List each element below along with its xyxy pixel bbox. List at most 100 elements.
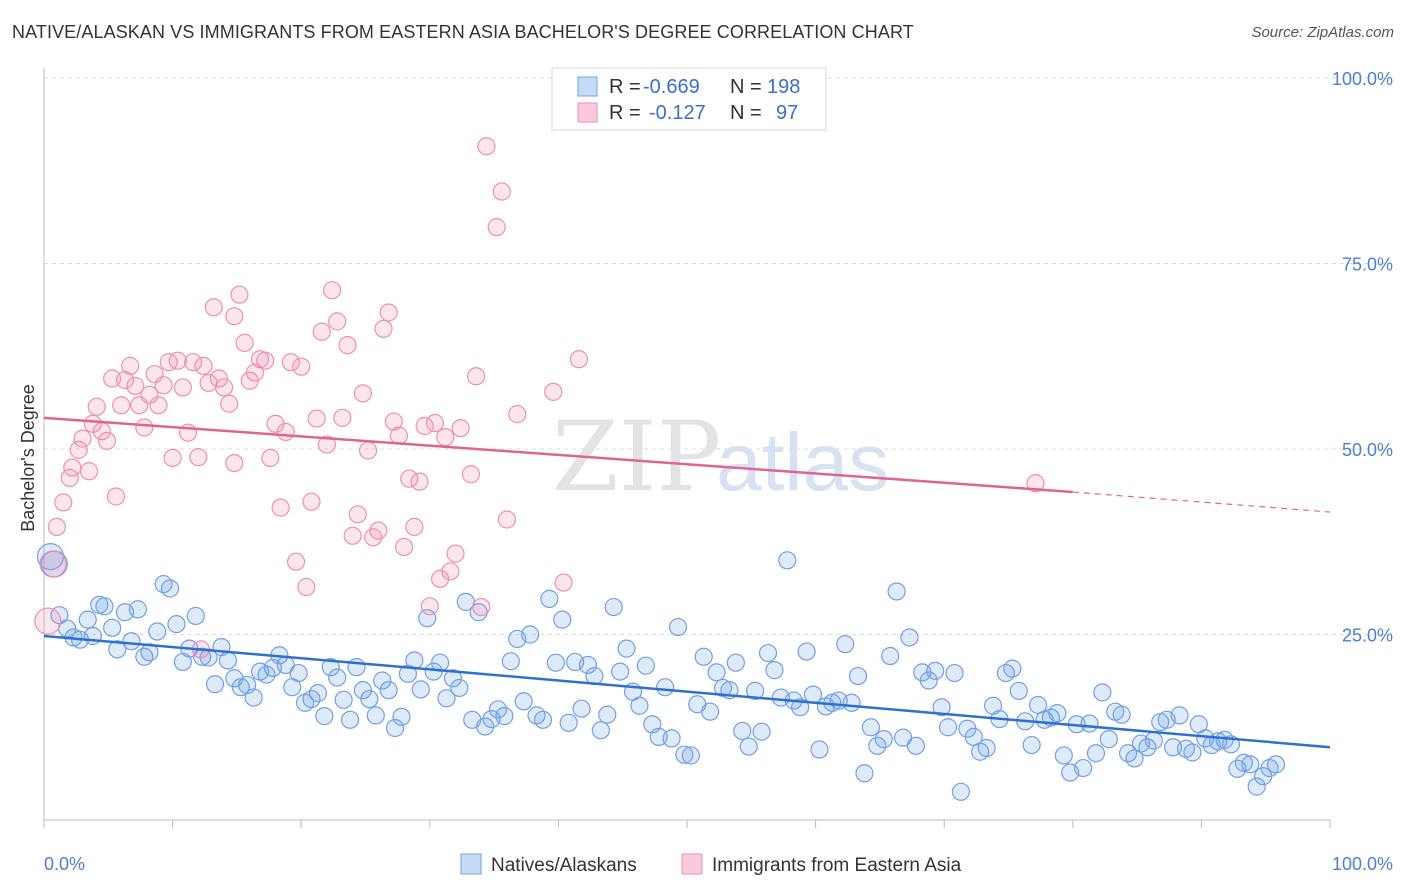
data-point-immigrants (400, 469, 419, 488)
data-point-immigrants (209, 369, 228, 388)
legend-n-label-1: N = (730, 76, 762, 98)
data-point-natives (630, 696, 649, 715)
data-point-immigrants (333, 408, 352, 427)
legend-r-value-1: -0.669 (643, 76, 700, 98)
x-tick-label-max: 100.0% (1332, 854, 1393, 874)
data-point-natives (1009, 681, 1028, 700)
data-point-natives (604, 597, 623, 617)
x-tick-label-min: 0.0% (44, 854, 85, 874)
bottom-legend-swatch-natives (460, 853, 482, 875)
data-point-natives (681, 746, 700, 765)
data-point-immigrants (214, 378, 234, 397)
data-point-natives (611, 662, 630, 681)
data-point-natives (919, 671, 938, 690)
chart-title: NATIVE/ALASKAN VS IMMIGRANTS FROM EASTER… (12, 22, 914, 42)
data-point-natives (521, 625, 540, 644)
data-point-immigrants (281, 353, 301, 372)
data-point-immigrants (369, 521, 388, 540)
data-point-natives (366, 706, 385, 725)
data-point-natives (553, 610, 572, 629)
y-tick-label: 75.0% (1342, 255, 1393, 275)
data-point-natives (1183, 743, 1202, 762)
data-point-natives (488, 700, 508, 719)
data-point-immigrants (492, 182, 511, 201)
data-point-natives (752, 722, 771, 741)
data-point-natives (559, 713, 578, 732)
data-point-natives (1170, 706, 1189, 725)
data-point-natives (1073, 758, 1093, 778)
data-point-natives (385, 718, 405, 738)
x-axis-ticks (43, 820, 1331, 828)
data-point-immigrants (225, 307, 244, 326)
data-point-immigrants (112, 396, 131, 415)
data-point-immigrants (271, 498, 290, 517)
data-point-immigrants (159, 353, 178, 372)
source-label: Source: ZipAtlas.com (1251, 24, 1394, 41)
data-point-natives (533, 710, 553, 729)
bottom-legend-label-natives: Natives/Alaskans (491, 855, 637, 876)
data-point-natives (1247, 777, 1266, 796)
data-point-immigrants (328, 312, 347, 331)
data-point-natives (450, 678, 469, 698)
data-point-immigrants (106, 487, 126, 506)
data-point-immigrants (302, 492, 321, 511)
data-point-natives (1144, 731, 1163, 750)
data-point-natives (1241, 755, 1260, 774)
data-point-natives (636, 656, 655, 675)
data-point-natives (469, 603, 488, 622)
data-point-immigrants (353, 384, 373, 403)
series-immigrants-points (34, 137, 1045, 659)
data-point-immigrants (79, 462, 99, 481)
data-point-natives (855, 764, 874, 783)
data-point-immigrants (430, 569, 450, 588)
data-point-natives (546, 653, 565, 672)
data-point-natives (656, 678, 675, 697)
data-point-natives (746, 681, 765, 700)
data-point-immigrants (126, 376, 145, 396)
data-point-natives (1138, 738, 1157, 757)
data-point-immigrants (466, 367, 486, 386)
bottom-legend: Natives/Alaskans Immigrants from Eastern… (460, 853, 962, 876)
data-point-natives (411, 680, 430, 699)
data-point-natives (707, 663, 726, 682)
data-point-natives (1003, 659, 1022, 678)
data-point-natives (218, 651, 237, 670)
data-point-natives (475, 717, 495, 736)
data-point-natives (668, 617, 688, 637)
gridlines (44, 77, 1393, 635)
data-point-immigrants (379, 303, 398, 322)
data-point-natives (373, 671, 392, 690)
data-point-natives (578, 655, 598, 675)
data-point-natives (591, 721, 610, 740)
data-point-natives (78, 610, 97, 629)
data-point-natives (1266, 755, 1286, 774)
data-point-immigrants (225, 453, 244, 473)
data-point-natives (122, 632, 141, 651)
data-point-immigrants (230, 285, 249, 304)
data-point-immigrants (451, 419, 470, 438)
legend-n-label-2: N = (730, 102, 762, 124)
data-point-natives (694, 647, 713, 666)
data-point-immigrants (135, 418, 154, 437)
data-point-natives (328, 668, 347, 687)
data-point-natives (353, 681, 373, 700)
data-point-natives (379, 681, 398, 700)
data-point-natives (193, 647, 212, 666)
data-point-immigrants (34, 607, 62, 635)
y-tick-label: 100.0% (1332, 69, 1393, 89)
watermark-atlas: atlas (716, 417, 889, 508)
data-point-immigrants (472, 597, 491, 617)
data-point-natives (1099, 730, 1118, 749)
data-point-immigrants (487, 218, 506, 237)
data-point-immigrants (312, 322, 331, 341)
data-point-immigrants (173, 378, 192, 397)
data-point-natives (514, 692, 533, 711)
data-point-immigrants (374, 319, 393, 338)
data-point-immigrants (420, 597, 439, 616)
data-point-natives (861, 718, 880, 737)
data-point-natives (926, 661, 945, 680)
data-point-natives (803, 685, 823, 704)
data-point-natives (1048, 704, 1067, 723)
data-point-natives (140, 643, 159, 662)
